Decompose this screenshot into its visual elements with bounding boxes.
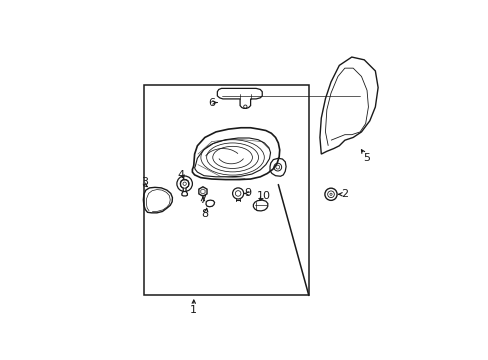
Text: 2: 2 <box>341 189 348 199</box>
Text: 1: 1 <box>190 305 197 315</box>
Text: 5: 5 <box>363 153 370 163</box>
Text: 4: 4 <box>177 170 184 180</box>
Text: 8: 8 <box>201 209 208 219</box>
Text: 7: 7 <box>199 195 206 205</box>
Text: 9: 9 <box>244 188 251 198</box>
Text: 3: 3 <box>141 177 148 187</box>
Text: 10: 10 <box>256 191 270 201</box>
Text: 6: 6 <box>207 98 214 108</box>
Bar <box>143 85 308 296</box>
